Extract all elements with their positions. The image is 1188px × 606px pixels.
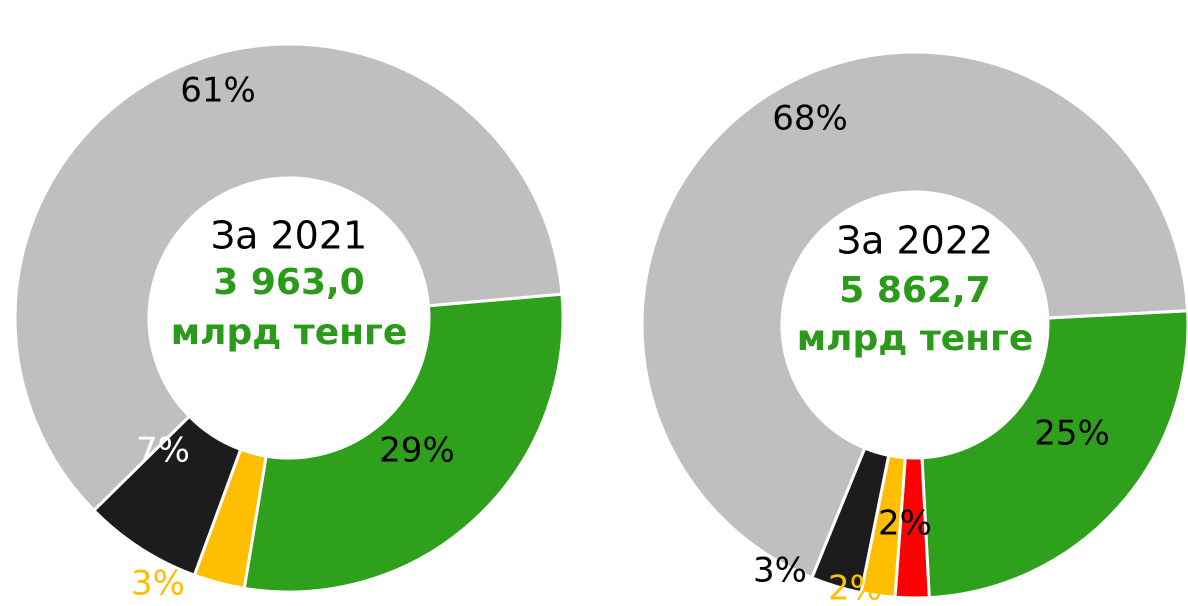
center-title: За 2021	[211, 214, 367, 258]
pie-segment	[920, 309, 1188, 600]
value-label: 25%	[1034, 414, 1110, 454]
center-total: 3 963,0	[213, 262, 364, 303]
value-label: 61%	[180, 71, 256, 111]
value-label: 3%	[753, 551, 807, 591]
value-label: 68%	[772, 99, 848, 139]
value-label: 3%	[131, 564, 185, 604]
center-unit: млрд тенге	[171, 312, 408, 353]
value-label: 29%	[379, 431, 455, 471]
value-label: 7%	[136, 431, 190, 471]
pie-segment	[640, 50, 1188, 580]
pie-segment	[242, 292, 565, 594]
value-label: 2%	[828, 569, 882, 606]
pie-segment	[13, 42, 564, 513]
center-title: За 2022	[837, 219, 993, 263]
value-label: 2%	[878, 504, 932, 544]
center-unit: млрд тенге	[797, 318, 1034, 359]
center-total: 5 862,7	[839, 270, 990, 311]
